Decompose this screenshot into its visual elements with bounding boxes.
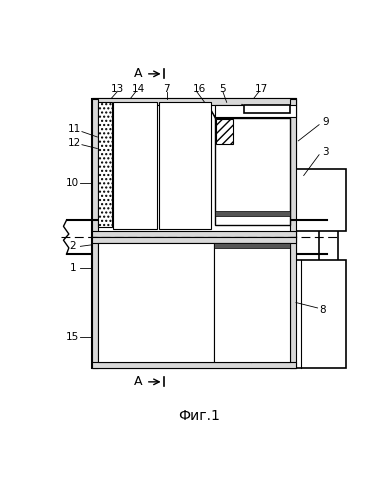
Bar — [290, 98, 296, 237]
Text: A: A — [133, 376, 142, 388]
Text: 17: 17 — [255, 84, 268, 94]
Text: 8: 8 — [320, 305, 326, 316]
Bar — [296, 260, 346, 368]
Text: 2: 2 — [69, 242, 76, 252]
Bar — [216, 120, 233, 144]
Text: 16: 16 — [192, 84, 206, 94]
Text: A: A — [133, 68, 142, 80]
Bar — [214, 244, 290, 362]
Bar — [92, 237, 98, 368]
Bar — [244, 104, 290, 113]
Bar — [319, 206, 338, 268]
Text: 14: 14 — [131, 84, 145, 94]
Text: 10: 10 — [66, 178, 79, 188]
Text: Фиг.1: Фиг.1 — [178, 408, 220, 422]
Bar — [290, 237, 296, 368]
Text: 11: 11 — [68, 124, 81, 134]
Bar — [92, 237, 296, 244]
Text: 5: 5 — [219, 84, 226, 94]
Bar — [215, 118, 290, 225]
Text: 13: 13 — [111, 84, 124, 94]
Bar — [92, 98, 296, 237]
Bar — [159, 102, 211, 230]
Text: 3: 3 — [322, 148, 329, 158]
Bar — [215, 211, 290, 216]
Bar — [92, 237, 296, 368]
Bar — [92, 362, 296, 368]
Text: 15: 15 — [66, 332, 79, 342]
Bar — [215, 104, 296, 117]
Bar — [92, 231, 296, 237]
Text: 7: 7 — [163, 84, 170, 94]
Bar — [296, 170, 346, 231]
Text: 12: 12 — [68, 138, 81, 148]
Bar — [98, 102, 112, 227]
Bar — [92, 98, 98, 237]
Bar — [98, 244, 214, 362]
Bar — [113, 102, 158, 230]
Bar — [92, 98, 296, 104]
Text: 1: 1 — [69, 263, 76, 273]
Bar — [214, 244, 290, 248]
Text: 9: 9 — [322, 116, 329, 126]
